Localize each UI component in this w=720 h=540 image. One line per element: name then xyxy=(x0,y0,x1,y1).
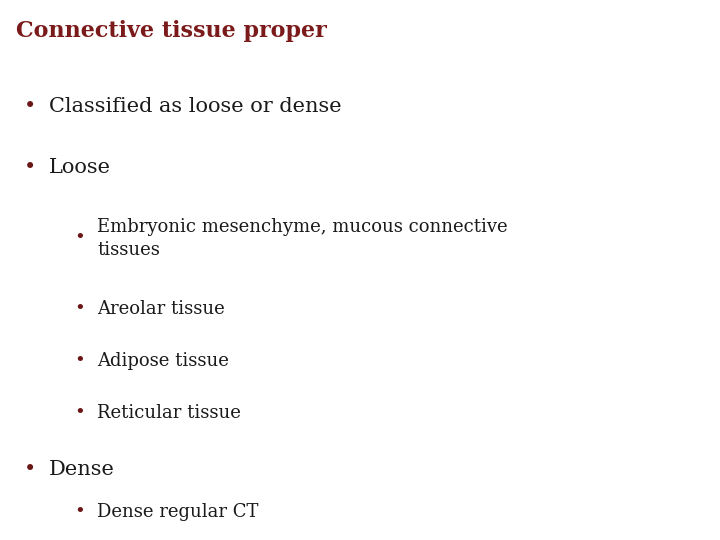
Text: Adipose tissue: Adipose tissue xyxy=(97,352,229,370)
Text: •: • xyxy=(74,352,84,370)
Text: Loose: Loose xyxy=(49,158,111,177)
Text: •: • xyxy=(24,97,37,116)
Text: Dense: Dense xyxy=(49,460,114,479)
Text: Connective tissue proper: Connective tissue proper xyxy=(16,20,327,42)
Text: Dense regular CT: Dense regular CT xyxy=(97,503,258,521)
Text: •: • xyxy=(74,300,84,318)
Text: •: • xyxy=(24,158,37,177)
Text: Classified as loose or dense: Classified as loose or dense xyxy=(49,97,341,116)
Text: Areolar tissue: Areolar tissue xyxy=(97,300,225,318)
Text: Embryonic mesenchyme, mucous connective
tissues: Embryonic mesenchyme, mucous connective … xyxy=(97,218,508,259)
Text: •: • xyxy=(74,503,84,521)
Text: •: • xyxy=(74,404,84,422)
Text: •: • xyxy=(74,230,84,247)
Text: Reticular tissue: Reticular tissue xyxy=(97,404,241,422)
Text: •: • xyxy=(24,460,37,479)
